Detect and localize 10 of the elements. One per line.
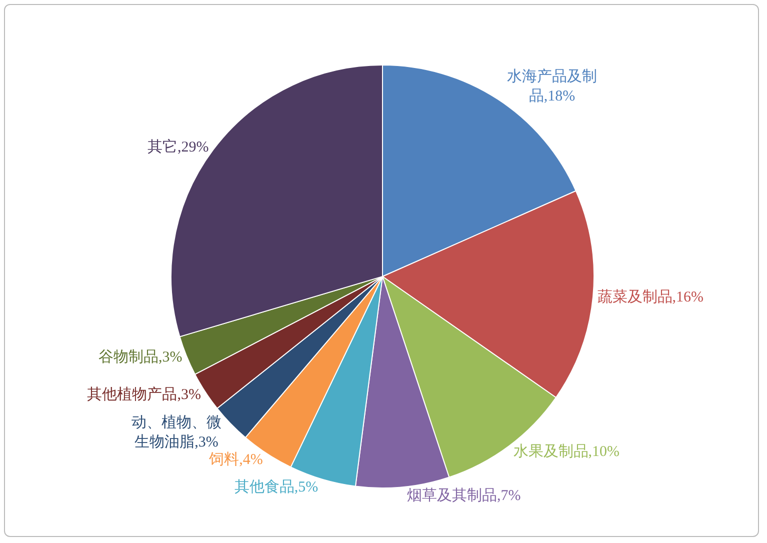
slice-label: 其他食品,5%	[234, 478, 318, 496]
slice-label: 水果及制品,10%	[513, 442, 620, 460]
slice-label: 动、植物、微生物油脂,3%	[131, 414, 222, 451]
slice-label: 其它,29%	[148, 138, 209, 156]
slice-label: 饲料,4%	[208, 451, 263, 468]
slice-label: 蔬菜及制品,16%	[597, 288, 704, 306]
slice-label: 水海产品及制品,18%	[507, 68, 598, 105]
slice-label: 谷物制品,3%	[98, 348, 182, 366]
slice-label: 烟草及其制品,7%	[407, 486, 521, 504]
slice-label: 其他植物产品,3%	[87, 386, 201, 403]
